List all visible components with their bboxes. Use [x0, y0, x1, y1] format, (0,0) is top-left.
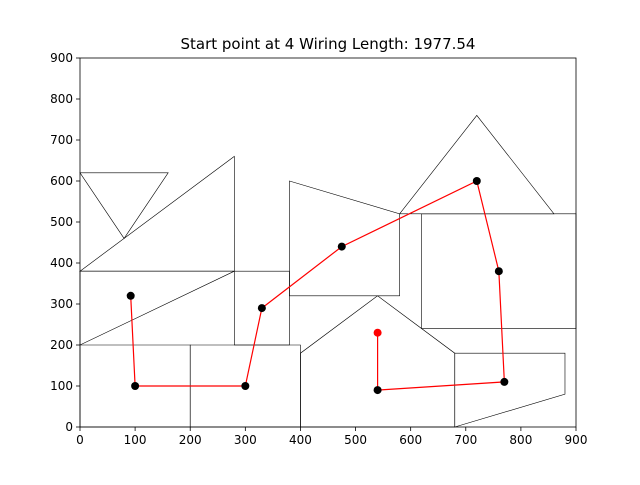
- wiring-point: [257, 304, 266, 313]
- wiring-point: [494, 267, 503, 276]
- y-tick-label: 600: [50, 174, 73, 188]
- y-axis: 0 100 200 300 400 500 600 700 800 900: [50, 51, 80, 434]
- y-tick-label: 800: [50, 92, 73, 106]
- shapes-layer: [79, 114, 577, 428]
- wiring-point: [500, 377, 509, 386]
- chart-title: Start point at 4 Wiring Length: 1977.54: [181, 35, 476, 53]
- x-tick-label: 200: [179, 433, 202, 447]
- shape-left-wedge-upper: [79, 155, 235, 272]
- y-tick-label: 200: [50, 338, 73, 352]
- x-axis: 0 100 200 300 400 500 600 700 800 900: [76, 427, 587, 447]
- y-tick-label: 100: [50, 379, 73, 393]
- y-tick-label: 0: [65, 420, 73, 434]
- start-point: [373, 328, 382, 337]
- x-tick-label: 100: [124, 433, 147, 447]
- shape-left-top-triangle: [79, 172, 169, 239]
- y-tick-label: 400: [50, 256, 73, 270]
- wiring-point: [373, 386, 382, 395]
- x-tick-label: 700: [454, 433, 477, 447]
- wiring-route: [130, 180, 505, 391]
- x-tick-label: 800: [509, 433, 532, 447]
- wiring-point: [241, 382, 250, 390]
- x-tick-label: 300: [234, 433, 257, 447]
- shape-top-right-triangle: [399, 114, 555, 215]
- wiring-point: [472, 177, 481, 185]
- x-tick-label: 900: [565, 433, 588, 447]
- x-tick-label: 600: [399, 433, 422, 447]
- shape-left-wedge-lower: [79, 270, 235, 346]
- route-layer: [130, 180, 505, 391]
- x-tick-label: 400: [289, 433, 312, 447]
- points-layer: [126, 177, 509, 395]
- wiring-point: [337, 242, 346, 251]
- y-tick-label: 500: [50, 215, 73, 229]
- x-tick-label: 0: [76, 433, 84, 447]
- shape-center-quad: [289, 180, 400, 297]
- y-tick-label: 900: [50, 51, 73, 65]
- y-tick-label: 300: [50, 297, 73, 311]
- y-tick-label: 700: [50, 133, 73, 147]
- plot-area-frame: [79, 57, 577, 428]
- wiring-point: [131, 382, 140, 390]
- x-tick-label: 500: [344, 433, 367, 447]
- wiring-point: [126, 291, 135, 300]
- shape-bottom-right-quad: [454, 352, 566, 428]
